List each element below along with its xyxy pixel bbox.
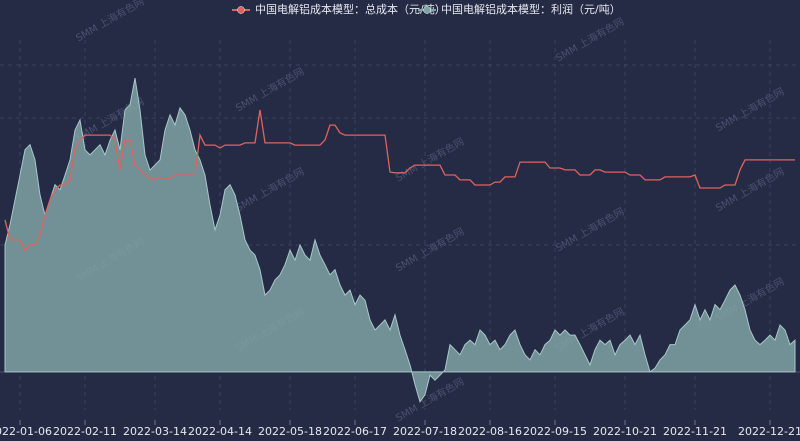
legend-label: 中国电解铝成本模型：利润（元/吨） xyxy=(441,2,621,16)
watermark: SMM 上海有色网 xyxy=(233,65,306,115)
x-tick-label: 2022-04-14 xyxy=(188,425,252,438)
area xyxy=(4,78,796,403)
watermark: SMM 上海有色网 xyxy=(393,135,466,185)
legend-marker xyxy=(237,6,245,14)
watermark: SMM 上海有色网 xyxy=(553,205,626,255)
x-tick-label: 2022-08-16 xyxy=(458,425,522,438)
watermark: SMM 上海有色网 xyxy=(713,85,786,135)
watermark: SMM 上海有色网 xyxy=(73,0,146,44)
watermark: SMM 上海有色网 xyxy=(713,165,786,215)
x-tick-label: 2022-06-17 xyxy=(323,425,387,438)
legend-label: 中国电解铝成本模型：总成本（元/吨） xyxy=(255,2,446,16)
x-tick-label: 2022-02-11 xyxy=(53,425,117,438)
x-tick-label: 2022-07-18 xyxy=(393,425,457,438)
x-tick-label: 2022-11-21 xyxy=(663,425,727,438)
x-tick-label: 2022-10-21 xyxy=(593,425,657,438)
line xyxy=(4,109,795,252)
legend-marker xyxy=(423,6,431,14)
x-tick-label: 2022-03-14 xyxy=(123,425,187,438)
x-tick-label: 2022-12-21 xyxy=(738,425,800,438)
x-tick-label: 2022-05-18 xyxy=(258,425,322,438)
watermark: SMM 上海有色网 xyxy=(553,15,626,65)
watermark: SMM 上海有色网 xyxy=(233,165,306,215)
watermark: SMM 上海有色网 xyxy=(393,375,466,425)
watermark: SMM 上海有色网 xyxy=(393,225,466,275)
x-tick-label: 2022-01-06 xyxy=(0,425,52,438)
x-tick-label: 2022-09-15 xyxy=(523,425,587,438)
